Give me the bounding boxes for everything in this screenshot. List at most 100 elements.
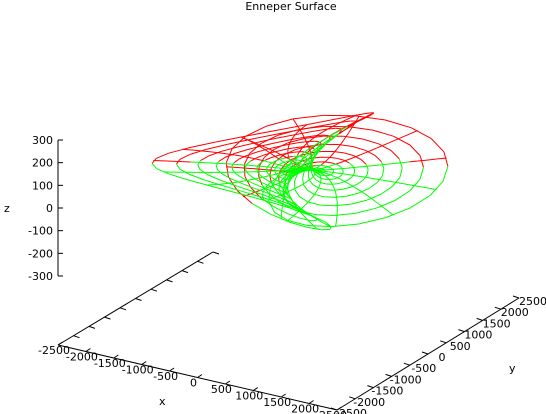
mesh-segment	[273, 206, 288, 215]
mesh-segment	[402, 133, 410, 138]
mesh-segment	[239, 180, 244, 183]
mesh-segment	[322, 173, 325, 176]
mesh-segment	[260, 188, 265, 191]
mesh-segment	[384, 119, 412, 129]
mesh-segment	[341, 125, 348, 130]
mesh-segment	[352, 185, 357, 189]
mesh-segment	[281, 165, 284, 167]
mesh-segment	[332, 151, 336, 155]
mesh-segment	[348, 176, 353, 181]
mesh-segment	[223, 185, 246, 193]
mesh-segment	[335, 162, 340, 165]
mesh-segment	[310, 154, 313, 157]
mesh-segment	[304, 160, 307, 163]
mesh-segment	[292, 164, 294, 166]
mesh-segment	[245, 125, 267, 137]
mesh-segment	[296, 155, 298, 158]
mesh-segment	[211, 151, 218, 154]
mesh-segment	[411, 184, 420, 187]
mesh-segment	[360, 159, 367, 165]
mesh-segment	[295, 170, 298, 173]
mesh-segment	[326, 173, 330, 175]
y-tick-label: -2000	[353, 396, 385, 409]
mesh-segment	[409, 160, 418, 163]
mesh-segment	[410, 127, 432, 140]
mesh-segment	[443, 151, 449, 167]
mesh-segment	[225, 148, 233, 163]
mesh-segment	[337, 120, 344, 125]
mesh-segment	[386, 163, 394, 165]
mesh-segment	[225, 162, 229, 178]
mesh-segment	[240, 136, 244, 139]
mesh-segment	[328, 155, 332, 159]
mesh-segment	[331, 223, 359, 228]
mesh-segment	[302, 211, 308, 215]
mesh-segment	[293, 161, 296, 164]
mesh-segment	[215, 165, 219, 171]
mesh-segment	[287, 216, 294, 221]
mesh-segment	[380, 161, 385, 169]
mesh-segment	[303, 124, 308, 128]
mesh-segment	[293, 151, 299, 153]
mesh-segment	[285, 191, 288, 195]
mesh-segment	[316, 171, 319, 174]
mesh-segment	[349, 183, 354, 187]
mesh-segment	[312, 159, 314, 161]
x-tick-label: -1500	[94, 357, 126, 370]
mesh-segment	[268, 151, 272, 155]
chart-title: Enneper Surface	[245, 0, 337, 13]
mesh-segment	[228, 153, 235, 156]
mesh-segment	[375, 199, 396, 209]
x-tick-label: 0	[190, 377, 197, 390]
mesh-segment	[289, 179, 291, 182]
mesh-segment	[323, 172, 327, 174]
mesh-segment	[331, 172, 334, 175]
mesh-segment	[328, 173, 332, 176]
mesh-segment	[232, 181, 237, 184]
x-tick-mark	[169, 367, 175, 372]
mesh-segment	[256, 158, 261, 161]
mesh-segment	[401, 161, 410, 164]
mesh-segment	[294, 186, 299, 190]
mesh-segment	[283, 179, 286, 182]
mesh-segment	[304, 154, 314, 164]
mesh-segment	[315, 153, 317, 155]
mesh-segment	[356, 166, 362, 168]
mesh-segment	[353, 155, 362, 160]
mesh-segment	[419, 155, 424, 168]
mesh-segment	[378, 143, 392, 152]
mesh-segment	[290, 171, 293, 174]
mesh-segment	[278, 175, 282, 178]
mesh-segment	[218, 156, 226, 162]
mesh-segment	[287, 213, 301, 219]
mesh-segment	[252, 157, 257, 160]
mesh-segment	[333, 115, 355, 120]
mesh-segment	[289, 160, 292, 163]
mesh-segment	[267, 185, 272, 188]
z-axis-label: z	[4, 202, 10, 215]
mesh-segment	[271, 184, 275, 187]
mesh-segment	[343, 159, 348, 162]
mesh-segment	[302, 160, 305, 163]
mesh-segment	[288, 195, 292, 199]
mesh-segment	[288, 142, 291, 145]
mesh-segment	[263, 189, 265, 192]
x-axis-label: x	[159, 395, 166, 408]
mesh-segment	[258, 145, 262, 148]
back-tick-mark	[119, 307, 127, 311]
mesh-segment	[311, 215, 326, 223]
mesh-segment	[303, 161, 306, 164]
mesh-segment	[291, 166, 294, 169]
mesh-segment	[263, 177, 268, 181]
mesh-segment	[168, 147, 190, 154]
y-axis-label: y	[509, 362, 516, 375]
mesh-segment	[326, 157, 330, 161]
mesh-segment	[293, 173, 296, 176]
mesh-segment	[301, 182, 305, 186]
mesh-segment	[410, 195, 431, 209]
mesh-segment	[236, 181, 241, 183]
mesh-segment	[304, 135, 316, 138]
mesh-segment	[308, 148, 312, 152]
mesh-segment	[294, 174, 297, 176]
mesh-segment	[367, 195, 372, 199]
